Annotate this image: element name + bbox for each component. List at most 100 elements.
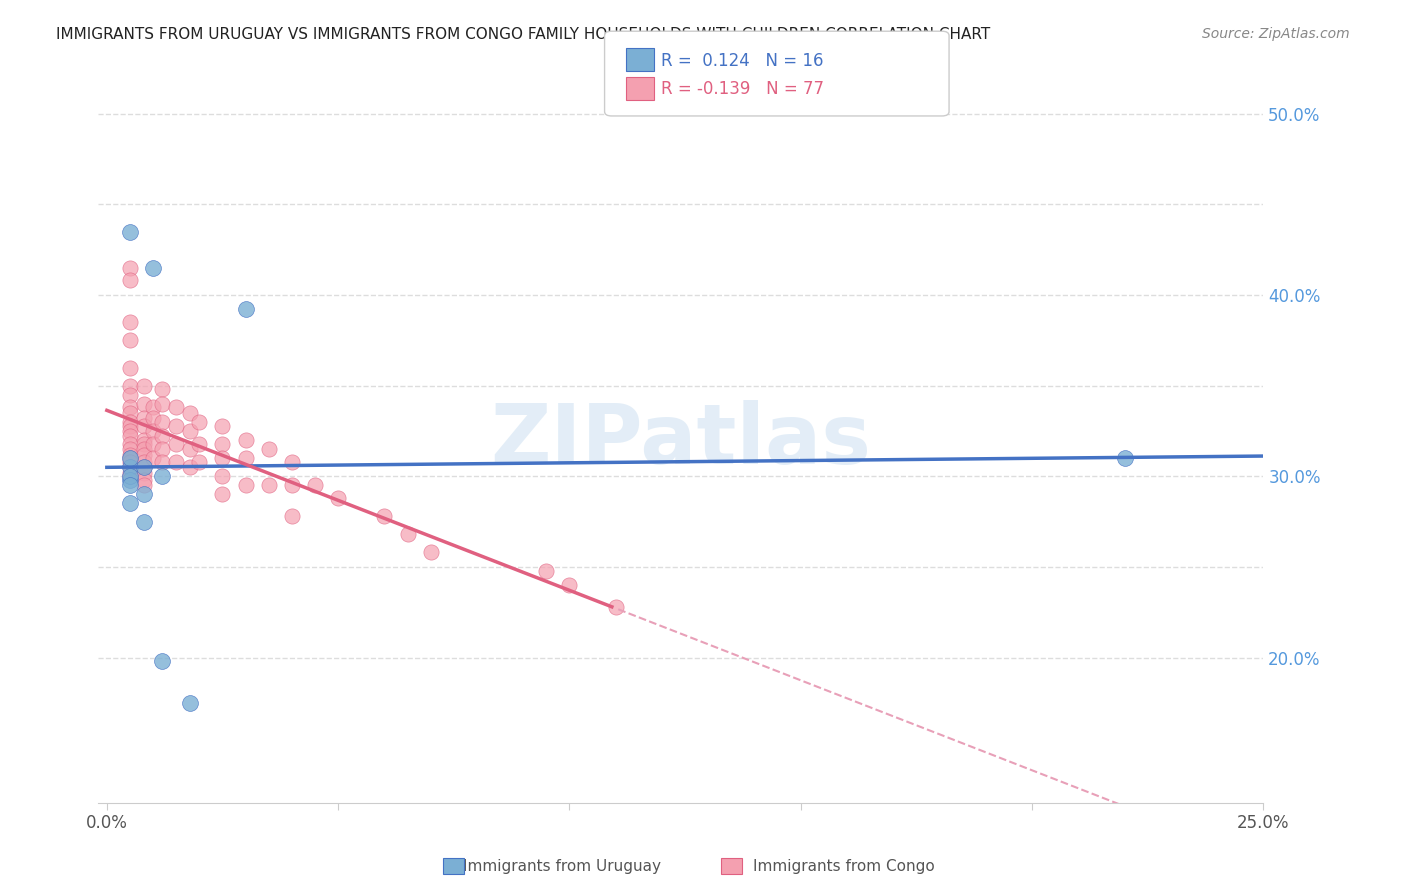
Text: IMMIGRANTS FROM URUGUAY VS IMMIGRANTS FROM CONGO FAMILY HOUSEHOLDS WITH CHILDREN: IMMIGRANTS FROM URUGUAY VS IMMIGRANTS FR… — [56, 27, 990, 42]
Point — [165, 455, 187, 469]
Point — [150, 654, 173, 668]
Point — [118, 334, 141, 348]
Point — [257, 478, 280, 492]
Point — [142, 436, 165, 450]
Point — [211, 451, 233, 466]
Point — [118, 401, 141, 415]
Point — [142, 411, 165, 425]
Point — [150, 382, 173, 396]
Point — [396, 527, 419, 541]
Point — [118, 442, 141, 456]
Point — [142, 260, 165, 275]
Point — [150, 442, 173, 456]
Point — [118, 387, 141, 401]
Point — [211, 436, 233, 450]
Point — [150, 415, 173, 429]
Point — [150, 397, 173, 411]
Point — [132, 411, 155, 425]
Point — [150, 429, 173, 443]
Point — [235, 433, 257, 447]
Point — [142, 401, 165, 415]
Point — [188, 455, 211, 469]
Point — [419, 545, 441, 559]
Point — [118, 273, 141, 287]
Point — [150, 469, 173, 483]
Point — [118, 478, 141, 492]
Point — [179, 460, 201, 475]
Point — [118, 448, 141, 462]
Point — [118, 225, 141, 239]
Point — [165, 418, 187, 433]
Point — [132, 478, 155, 492]
Point — [142, 451, 165, 466]
Point — [188, 415, 211, 429]
Point — [118, 429, 141, 443]
Text: ZIPatlas: ZIPatlas — [489, 400, 870, 481]
Point — [235, 451, 257, 466]
Text: Immigrants from Congo: Immigrants from Congo — [752, 859, 935, 874]
Point — [179, 442, 201, 456]
Text: Source: ZipAtlas.com: Source: ZipAtlas.com — [1202, 27, 1350, 41]
Point — [118, 418, 141, 433]
Point — [132, 418, 155, 433]
Point — [235, 302, 257, 317]
Point — [558, 578, 581, 592]
Point — [132, 455, 155, 469]
Point — [132, 442, 155, 456]
Point — [179, 424, 201, 438]
Point — [281, 509, 304, 524]
Point — [165, 401, 187, 415]
Point — [281, 478, 304, 492]
Point — [281, 455, 304, 469]
Text: R = -0.139   N = 77: R = -0.139 N = 77 — [661, 80, 824, 98]
Point — [132, 397, 155, 411]
Point — [118, 496, 141, 510]
Point — [118, 469, 141, 483]
Point — [304, 478, 326, 492]
Point — [605, 599, 627, 614]
Point — [1114, 451, 1136, 466]
Point — [326, 491, 349, 505]
Point — [118, 406, 141, 420]
Point — [118, 466, 141, 480]
Point — [118, 455, 141, 469]
Point — [118, 315, 141, 329]
Point — [132, 460, 155, 475]
Point — [373, 509, 395, 524]
Point — [118, 424, 141, 438]
Point — [257, 442, 280, 456]
Text: R =  0.124   N = 16: R = 0.124 N = 16 — [661, 52, 824, 70]
Point — [118, 451, 141, 466]
Point — [211, 487, 233, 501]
Point — [132, 460, 155, 475]
Point — [118, 451, 141, 466]
Point — [118, 378, 141, 392]
Point — [118, 436, 141, 450]
Point — [142, 424, 165, 438]
Point — [132, 515, 155, 529]
Point — [536, 564, 558, 578]
Point — [235, 478, 257, 492]
Point — [132, 473, 155, 487]
Point — [132, 466, 155, 480]
Point — [211, 469, 233, 483]
Point — [165, 436, 187, 450]
Point — [118, 473, 141, 487]
Point — [150, 455, 173, 469]
Point — [132, 433, 155, 447]
Point — [118, 460, 141, 475]
Point — [188, 436, 211, 450]
Point — [118, 469, 141, 483]
Point — [132, 378, 155, 392]
Point — [118, 415, 141, 429]
Point — [132, 448, 155, 462]
Text: Immigrants from Uruguay: Immigrants from Uruguay — [464, 859, 661, 874]
Point — [211, 418, 233, 433]
Point — [118, 260, 141, 275]
Point — [132, 487, 155, 501]
Point — [118, 360, 141, 375]
Point — [118, 460, 141, 475]
Point — [179, 406, 201, 420]
Point — [179, 696, 201, 710]
Point — [132, 436, 155, 450]
